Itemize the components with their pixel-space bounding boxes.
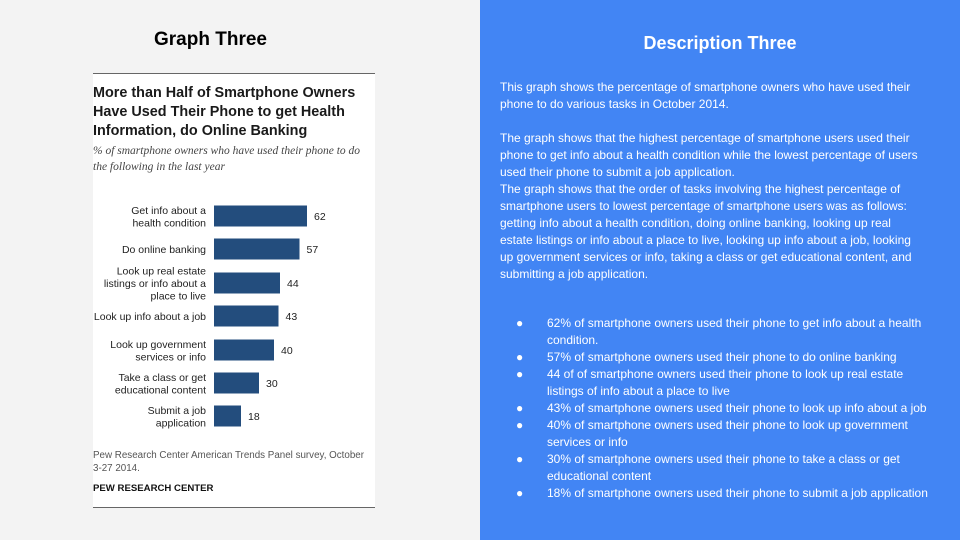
bar-value-label: 57 [307, 244, 319, 256]
description-bullet: ● 43% of smartphone owners used their pho… [500, 400, 930, 417]
bar [214, 205, 307, 227]
left-panel: Graph Three More than Half of Smartphone… [0, 0, 480, 540]
bullet-text: 43% of smartphone owners used their phon… [547, 401, 927, 415]
bullet-text: 30% of smartphone owners used their phon… [547, 452, 900, 483]
bullet-dot-icon: ● [516, 418, 524, 432]
chart-source: Pew Research Center American Trends Pane… [93, 450, 364, 474]
graph-title: Graph Three [154, 29, 267, 50]
category-label: educational content [115, 384, 206, 396]
bar-value-label: 30 [266, 378, 278, 390]
bar [214, 372, 259, 394]
description-bullet: ● 44 of of smartphone owners used their p… [500, 366, 930, 400]
category-label: Look up info about a job [94, 311, 206, 323]
category-label: services or info [135, 351, 206, 363]
bullet-text: 44 of of smartphone owners used their ph… [547, 367, 904, 398]
description-bullet: ● 40% of smartphone owners used their pho… [500, 417, 930, 451]
bar [214, 238, 300, 260]
bar [214, 405, 241, 427]
right-panel: Description Three This graph shows the p… [480, 0, 960, 540]
chart-org: PEW RESEARCH CENTER [93, 483, 214, 494]
bullet-dot-icon: ● [516, 401, 524, 415]
category-label: health condition [132, 217, 206, 229]
bullet-dot-icon: ● [516, 452, 524, 466]
bar-value-label: 43 [286, 311, 298, 323]
chart-title: More than Half of Smartphone Owners Have… [93, 85, 356, 139]
category-label: Submit a job [148, 405, 207, 417]
chart-card: More than Half of Smartphone Owners Have… [93, 73, 375, 508]
category-label: place to live [151, 291, 207, 303]
description-bullet-list: ● 62% of smartphone owners used their pho… [500, 315, 930, 502]
bullet-text: 40% of smartphone owners used their phon… [547, 418, 908, 449]
bullet-dot-icon: ● [516, 486, 524, 500]
bar-value-label: 18 [248, 411, 260, 423]
description-summary: The graph shows that the highest percent… [500, 131, 918, 179]
category-label: Take a class or get [118, 372, 206, 384]
description-title: Description Three [643, 33, 797, 53]
bar [214, 305, 279, 327]
bullet-text: 18% of smartphone owners used their phon… [547, 486, 928, 500]
category-label: Get info about a [131, 205, 206, 217]
bullet-dot-icon: ● [516, 367, 524, 381]
bar-value-label: 62 [314, 211, 326, 223]
description-bullet: ● 18% of smartphone owners used their pho… [500, 485, 930, 502]
bullet-dot-icon: ● [516, 316, 524, 330]
bar-value-label: 44 [287, 278, 299, 290]
chart-subtitle: % of smartphone owners who have used the… [93, 145, 361, 173]
bar-value-label: 40 [281, 345, 293, 357]
description-bullet: ● 30% of smartphone owners used their pho… [500, 451, 930, 485]
description-intro: This graph shows the percentage of smart… [500, 80, 911, 111]
category-label: Look up real estate [117, 266, 206, 278]
bar [214, 272, 280, 294]
bullet-text: 57% of smartphone owners used their phon… [547, 350, 897, 364]
bullet-dot-icon: ● [516, 350, 524, 364]
category-label: application [156, 417, 206, 429]
category-label: listings or info about a [104, 278, 206, 290]
category-label: Do online banking [122, 244, 206, 256]
description-bullet: ● 57% of smartphone owners used their pho… [500, 349, 930, 366]
description-order: The graph shows that the order of tasks … [500, 182, 912, 281]
bar [214, 339, 274, 361]
category-label: Look up government [110, 339, 206, 351]
bullet-text: 62% of smartphone owners used their phon… [547, 316, 922, 347]
description-bullet: ● 62% of smartphone owners used their pho… [500, 315, 930, 349]
